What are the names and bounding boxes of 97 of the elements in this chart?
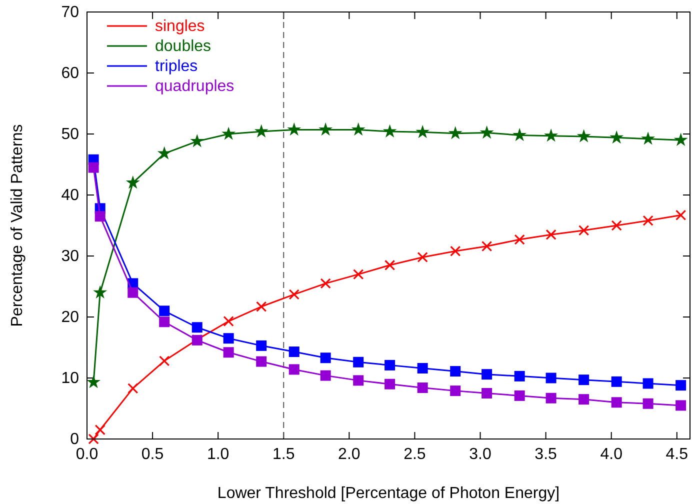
point bbox=[384, 378, 396, 390]
point bbox=[288, 346, 300, 358]
legend-label: triples bbox=[155, 58, 198, 75]
y-tick-label: 0 bbox=[70, 431, 80, 448]
point bbox=[514, 370, 525, 382]
point bbox=[578, 374, 590, 386]
point bbox=[190, 134, 204, 148]
point bbox=[351, 122, 366, 136]
point bbox=[126, 175, 140, 189]
point bbox=[546, 372, 556, 384]
point bbox=[578, 225, 589, 236]
point bbox=[353, 356, 364, 368]
y-axis-title: Percentage of Valid Patterns bbox=[9, 124, 26, 327]
point bbox=[223, 347, 234, 358]
x-tick-label: 2.5 bbox=[404, 446, 426, 463]
point bbox=[93, 285, 108, 299]
point bbox=[546, 392, 556, 404]
point bbox=[512, 128, 527, 142]
point bbox=[448, 126, 462, 140]
y-tick-label: 60 bbox=[61, 65, 80, 82]
point bbox=[416, 124, 430, 138]
point bbox=[641, 132, 656, 145]
point bbox=[128, 383, 138, 394]
point bbox=[612, 220, 622, 231]
point bbox=[128, 287, 138, 298]
point bbox=[642, 398, 654, 409]
point bbox=[157, 146, 172, 160]
point bbox=[384, 360, 396, 370]
x-tick-label: 4.5 bbox=[666, 446, 688, 463]
y-tick-label: 40 bbox=[61, 187, 80, 204]
point bbox=[642, 216, 654, 226]
point bbox=[256, 356, 267, 367]
point bbox=[450, 386, 461, 396]
point bbox=[417, 382, 428, 394]
point bbox=[450, 246, 460, 256]
point bbox=[289, 289, 300, 300]
point bbox=[223, 333, 234, 344]
point bbox=[86, 374, 101, 388]
point bbox=[546, 230, 556, 240]
point bbox=[674, 132, 688, 146]
x-tick-label: 3.0 bbox=[469, 446, 492, 463]
point bbox=[417, 362, 428, 374]
point bbox=[450, 366, 461, 377]
point bbox=[222, 126, 236, 140]
point bbox=[480, 125, 494, 139]
point bbox=[288, 364, 300, 375]
point bbox=[320, 278, 331, 289]
point bbox=[159, 306, 170, 316]
point bbox=[88, 434, 99, 444]
point bbox=[642, 378, 654, 389]
point bbox=[320, 352, 331, 364]
point bbox=[256, 340, 267, 351]
y-tick-label: 50 bbox=[61, 126, 80, 143]
point bbox=[576, 129, 591, 142]
x-tick-label: 2.0 bbox=[338, 446, 360, 463]
point bbox=[611, 397, 622, 408]
point bbox=[544, 128, 558, 142]
point bbox=[287, 122, 302, 136]
x-tick-label: 1.0 bbox=[206, 446, 230, 463]
point bbox=[318, 122, 333, 136]
x-tick-label: 1.5 bbox=[272, 446, 295, 463]
point bbox=[254, 124, 268, 138]
point bbox=[88, 162, 99, 173]
point bbox=[514, 234, 525, 245]
y-tick-label: 30 bbox=[61, 248, 80, 265]
x-tick-label: 0.5 bbox=[141, 446, 164, 463]
point bbox=[95, 424, 106, 435]
legend-label: quadruples bbox=[155, 78, 234, 95]
point bbox=[159, 316, 170, 328]
x-tick-label: 3.5 bbox=[534, 446, 558, 463]
point bbox=[353, 269, 364, 280]
point bbox=[256, 302, 266, 312]
point bbox=[676, 380, 686, 391]
text: singles bbox=[155, 18, 205, 35]
point bbox=[382, 124, 397, 138]
legend-label: doubles bbox=[155, 38, 212, 55]
point bbox=[94, 211, 106, 222]
point bbox=[610, 130, 624, 144]
y-tick-label: 10 bbox=[61, 370, 80, 387]
point bbox=[676, 400, 686, 411]
point bbox=[482, 369, 492, 380]
point bbox=[578, 394, 590, 405]
point bbox=[611, 376, 622, 387]
point bbox=[192, 322, 202, 333]
x-tick-label: 4.0 bbox=[600, 446, 623, 463]
y-tick-label: 70 bbox=[61, 4, 80, 21]
y-tick-label: 20 bbox=[61, 309, 80, 326]
point bbox=[482, 388, 492, 398]
point bbox=[514, 390, 525, 401]
x-axis-title: Lower Threshold [Percentage of Photon Energy] bbox=[217, 485, 560, 502]
point bbox=[320, 370, 331, 381]
x-tick-label: 0.0 bbox=[76, 446, 98, 463]
point bbox=[482, 241, 492, 252]
point bbox=[676, 210, 686, 220]
point bbox=[384, 260, 395, 270]
point bbox=[353, 375, 364, 386]
point bbox=[159, 356, 170, 366]
